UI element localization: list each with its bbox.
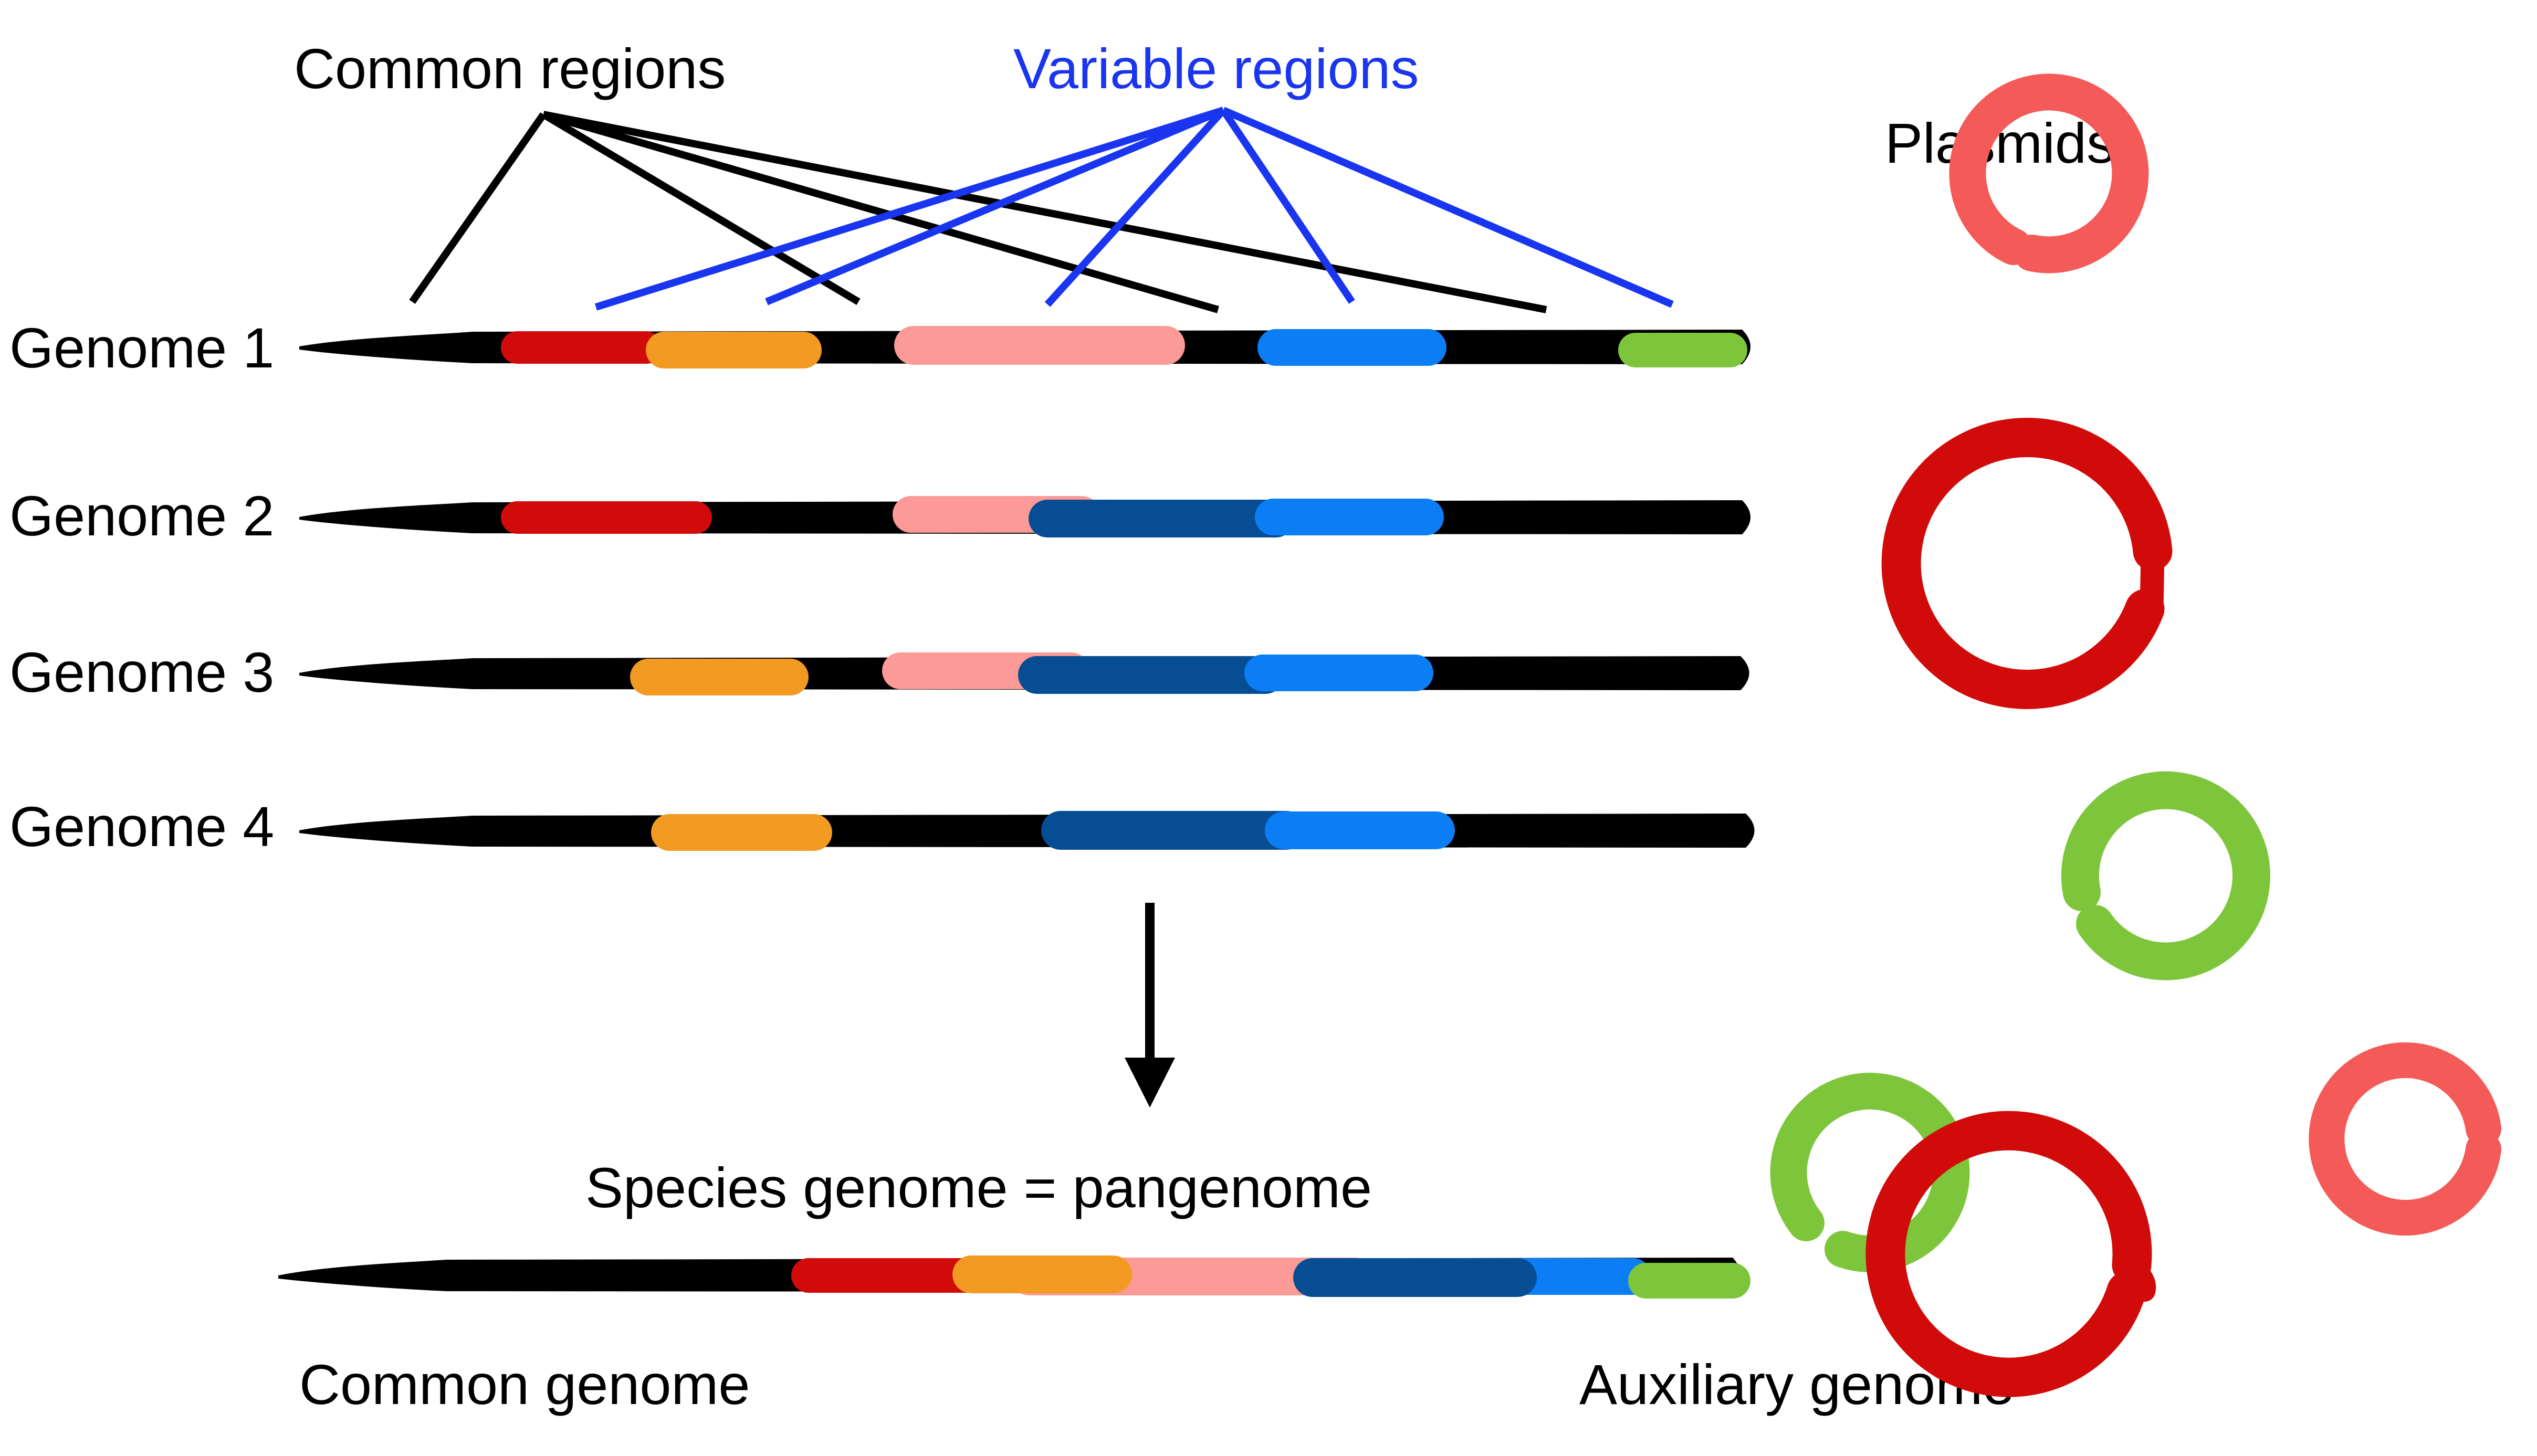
genome-4-label: Genome 4 — [9, 795, 274, 858]
plasmid-red-large — [1901, 437, 2153, 689]
chromosome-bar — [299, 814, 1755, 848]
genome-3-chromosome — [299, 656, 1749, 690]
genome-3-label: Genome 3 — [9, 640, 274, 704]
common-regions-label: Common regions — [294, 37, 726, 100]
common-genome-label: Common genome — [299, 1353, 750, 1416]
merge-arrow — [1125, 903, 1175, 1107]
genome-2-label: Genome 2 — [9, 484, 274, 547]
plasmid-coral-aux — [2326, 1060, 2483, 1218]
variable-regions-label: Variable regions — [1013, 37, 1419, 100]
plasmids-column — [1901, 92, 2251, 961]
genome-2-chromosome — [299, 500, 1750, 534]
genome-1-label: Genome 1 — [9, 316, 274, 379]
auxiliary-plasmids — [1789, 1060, 2483, 1377]
genome-1-chromosome — [299, 330, 1750, 364]
variable-region-callouts — [596, 110, 1672, 307]
pangenome-chromosome — [278, 1258, 1741, 1292]
genome-4-chromosome — [299, 814, 1755, 848]
plasmid-green — [2080, 790, 2251, 962]
pangenome-label: Species genome = pangenome — [585, 1156, 1372, 1219]
